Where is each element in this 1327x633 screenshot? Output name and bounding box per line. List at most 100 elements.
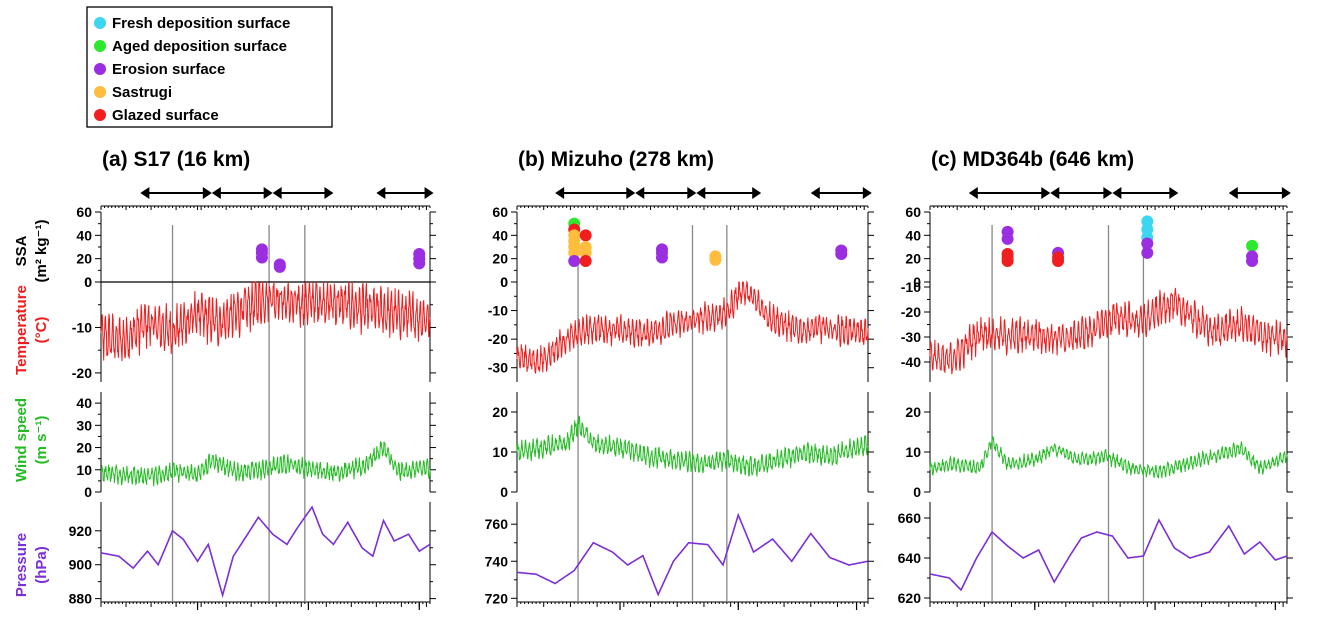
- period-arrowhead-left-4th: [1228, 187, 1238, 199]
- period-arrowhead-right-3rd: [324, 187, 334, 199]
- wind-label: Wind speed: [13, 398, 30, 482]
- ssa-point: [579, 255, 592, 267]
- wind-series-line: [516, 415, 869, 477]
- pressure-series-line: [929, 518, 1288, 592]
- legend-marker-erosion: [94, 63, 106, 75]
- pressure-tick-label: 760: [485, 516, 509, 532]
- ssa-point: [709, 253, 722, 266]
- pressure-series-line: [100, 505, 431, 599]
- pressure-tick-label: 720: [485, 590, 509, 606]
- pressure-tick-label: 640: [898, 550, 922, 566]
- ssa-tick-label: 60: [492, 204, 508, 220]
- wind-tick-label: 30: [76, 417, 92, 433]
- wind-tick-label: 10: [76, 462, 92, 478]
- period-arrowhead-right-1st: [202, 187, 212, 199]
- pressure-tick-label: 620: [898, 590, 922, 606]
- pressure-series-line: [516, 512, 869, 597]
- period-arrowhead-left-1st: [555, 187, 565, 199]
- ssa-label: SSA: [13, 235, 30, 266]
- legend-label-fresh: Fresh deposition surface: [112, 15, 290, 32]
- period-arrowhead-left-1st: [968, 187, 978, 199]
- wind-tick-label: 40: [76, 395, 92, 411]
- period-arrowhead-left-4th: [376, 187, 386, 199]
- ssa-unit: (m² kg⁻¹): [33, 220, 50, 283]
- ssa-point: [568, 255, 581, 267]
- period-arrowhead-right-3rd: [1169, 187, 1179, 199]
- wind-series-line: [100, 441, 431, 487]
- wind-series-line: [929, 435, 1288, 479]
- period-arrowhead-right-2nd: [263, 187, 273, 199]
- wind-axis-label: Wind speed (m s⁻¹): [13, 398, 50, 482]
- temperature-tick-label: -30: [488, 360, 508, 376]
- wind-tick-label: 20: [76, 440, 92, 456]
- period-arrowhead-right-3rd: [752, 187, 762, 199]
- legend: Fresh deposition surface Aged deposition…: [86, 6, 333, 128]
- pressure-axis-label: Pressure (hPa): [13, 533, 50, 597]
- ssa-tick-label: 0: [913, 274, 921, 290]
- temperature-tick-label: -40: [901, 354, 921, 370]
- panel-b-title: (b) Mizuho (278 km): [518, 148, 714, 171]
- period-arrowhead-left-3rd: [272, 187, 282, 199]
- legend-marker-fresh: [94, 17, 106, 29]
- period-arrowhead-left-2nd: [211, 187, 221, 199]
- ssa-point: [413, 257, 426, 270]
- legend-box: [86, 6, 333, 128]
- ssa-tick-label: 40: [905, 227, 921, 243]
- temperature-series-line: [516, 280, 869, 374]
- legend-label-glazed: Glazed surface: [112, 107, 219, 124]
- temperature-unit: (°C): [33, 317, 50, 344]
- pressure-tick-label: 880: [69, 591, 93, 607]
- temperature-label: Temperature: [13, 285, 30, 375]
- pressure-tick-label: 660: [898, 510, 922, 526]
- ssa-point: [1246, 239, 1259, 252]
- ssa-point: [579, 229, 592, 242]
- ssa-axis-label: SSA (m² kg⁻¹): [13, 220, 50, 283]
- ssa-tick-label: 0: [84, 274, 92, 290]
- period-arrowhead-left-4th: [810, 187, 820, 199]
- wind-unit: (m s⁻¹): [33, 416, 50, 465]
- ssa-tick-label: 20: [492, 251, 508, 267]
- ssa-point: [1001, 255, 1014, 267]
- wind-tick-label: 20: [905, 404, 921, 420]
- temperature-tick-label: -20: [72, 365, 92, 381]
- panel-a-title: (a) S17 (16 km): [102, 148, 250, 171]
- wind-tick-label: 0: [913, 484, 921, 500]
- pressure-unit: (hPa): [33, 546, 50, 584]
- ssa-tick-label: 20: [76, 251, 92, 267]
- legend-marker-sastrugi: [94, 86, 106, 98]
- legend-marker-aged: [94, 40, 106, 52]
- period-arrowhead-left-2nd: [1050, 187, 1060, 199]
- wind-tick-label: 0: [500, 484, 508, 500]
- wind-tick-label: 0: [84, 484, 92, 500]
- ssa-tick-label: 20: [905, 251, 921, 267]
- temperature-tick-label: -20: [901, 304, 921, 320]
- temperature-tick-label: -10: [901, 279, 921, 295]
- legend-marker-glazed: [94, 109, 106, 121]
- period-arrowhead-right-4th: [1281, 187, 1291, 199]
- period-arrowhead-right-4th: [424, 187, 434, 199]
- temperature-tick-label: -30: [901, 329, 921, 345]
- period-arrowhead-left-1st: [140, 187, 150, 199]
- wind-tick-label: 10: [905, 444, 921, 460]
- ssa-point: [835, 248, 848, 260]
- ssa-tick-label: 40: [492, 227, 508, 243]
- ssa-point: [655, 251, 668, 264]
- temperature-series-line: [100, 281, 431, 362]
- temperature-axis-label: Temperature (°C): [13, 285, 50, 375]
- temperature-tick-label: -10: [72, 319, 92, 335]
- ssa-tick-label: 60: [76, 204, 92, 220]
- ssa-point: [1246, 255, 1259, 267]
- temperature-tick-label: -10: [488, 303, 508, 319]
- period-arrowhead-right-2nd: [687, 187, 697, 199]
- legend-label-sastrugi: Sastrugi: [112, 84, 172, 101]
- panel-c-title: (c) MD364b (646 km): [931, 148, 1134, 171]
- ssa-point: [1141, 237, 1154, 250]
- period-arrowhead-right-1st: [626, 187, 636, 199]
- wind-tick-label: 10: [492, 444, 508, 460]
- period-arrowhead-left-3rd: [1112, 187, 1122, 199]
- wind-tick-label: 20: [492, 404, 508, 420]
